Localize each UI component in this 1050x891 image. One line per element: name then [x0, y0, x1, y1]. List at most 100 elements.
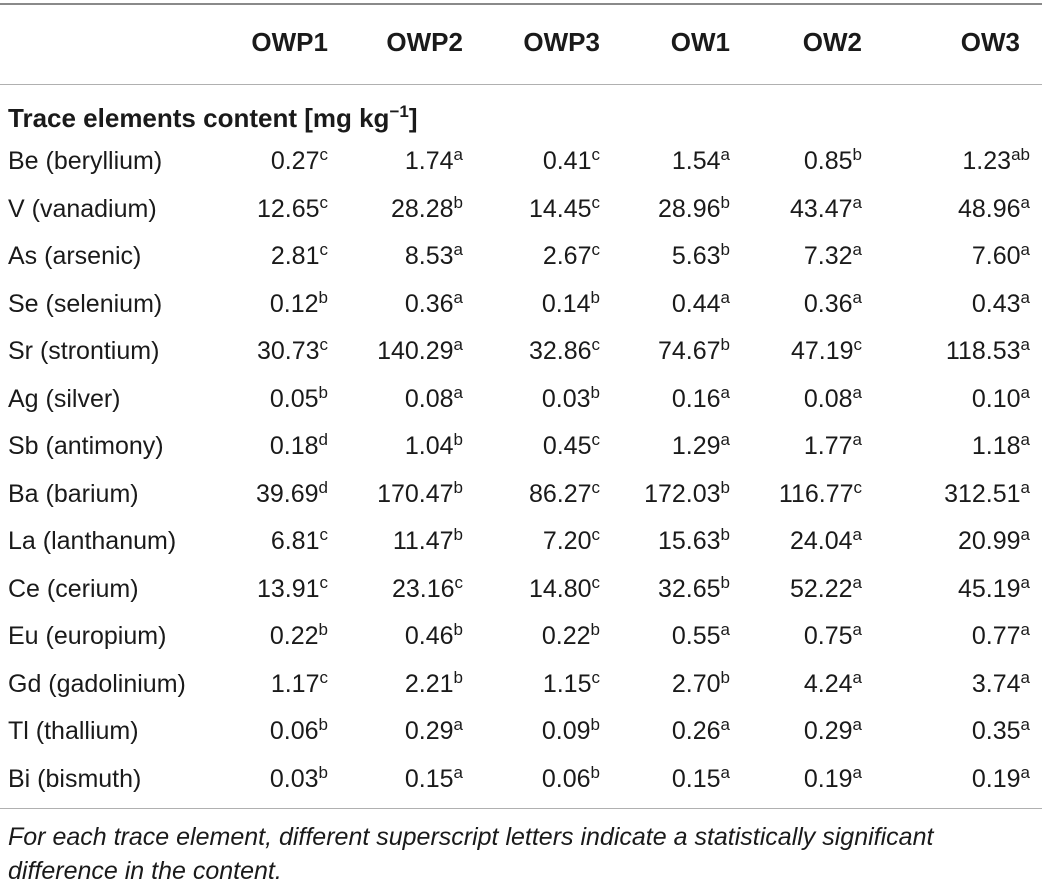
- value-cell: 3.74a: [872, 661, 1042, 709]
- value: 1.29: [671, 432, 721, 461]
- significance-letter: c: [853, 477, 863, 497]
- significance-letter: c: [591, 477, 601, 497]
- value: 0.35: [971, 717, 1021, 746]
- row-label: Ba (barium): [8, 479, 139, 508]
- row-label: Gd (gadolinium): [8, 669, 186, 698]
- significance-letter: a: [1020, 762, 1030, 782]
- top-rule: [0, 3, 1042, 5]
- value-cell: 0.09b: [473, 708, 610, 756]
- value-cell: 1.04b: [338, 423, 473, 471]
- value-cell: 48.96a: [872, 186, 1042, 234]
- value: 1.23: [962, 147, 1012, 176]
- value: 86.27: [528, 479, 592, 508]
- significance-letter: b: [590, 715, 600, 735]
- value: 0.09: [541, 717, 591, 746]
- value-cell: 20.99a: [872, 518, 1042, 566]
- significance-letter: b: [453, 477, 463, 497]
- value: 11.47: [392, 527, 454, 556]
- significance-letter: a: [1020, 382, 1030, 402]
- value-cell: 2.81c: [212, 233, 338, 281]
- value: 7.32: [803, 242, 853, 271]
- significance-letter: b: [318, 287, 328, 307]
- value: 32.65: [657, 574, 721, 603]
- row-label: La (lanthanum): [8, 527, 177, 556]
- value: 0.77: [971, 622, 1021, 651]
- value: 0.03: [541, 384, 591, 413]
- header-row: OWP1 OWP2 OWP3 OW1 OW2 OW3: [0, 20, 1042, 64]
- significance-letter: c: [319, 192, 329, 212]
- value-cell: 0.19a: [740, 756, 872, 804]
- row-label: As (arsenic): [8, 242, 142, 271]
- value-cell: 0.16a: [610, 376, 740, 424]
- value: 0.55: [671, 622, 721, 651]
- value-cell: 0.22b: [212, 613, 338, 661]
- significance-letter: a: [720, 287, 730, 307]
- value: 23.16: [391, 574, 455, 603]
- value: 28.28: [390, 194, 454, 223]
- significance-letter: c: [319, 240, 329, 260]
- table-row: Sr (strontium) 30.73c 140.29a 32.86c 74.67b 4…: [0, 328, 1042, 376]
- significance-letter: b: [453, 192, 463, 212]
- value: 2.70: [671, 669, 721, 698]
- value-cell: 14.45c: [473, 186, 610, 234]
- significance-letter: b: [453, 430, 463, 450]
- trace-elements-table: OWP1 OWP2 OWP3 OW1 OW2 OW3 Trace element…: [0, 20, 1042, 803]
- value-cell: 0.45c: [473, 423, 610, 471]
- significance-letter: a: [1020, 620, 1030, 640]
- significance-letter: a: [852, 525, 862, 545]
- value-cell: 28.28b: [338, 186, 473, 234]
- significance-letter: b: [318, 715, 328, 735]
- value-cell: 14.80c: [473, 566, 610, 614]
- value-cell: 2.21b: [338, 661, 473, 709]
- row-label: Sr (strontium): [8, 337, 160, 366]
- value-cell: 0.15a: [338, 756, 473, 804]
- significance-letter: b: [590, 620, 600, 640]
- value: 312.51: [944, 479, 1021, 508]
- significance-letter: a: [1020, 192, 1030, 212]
- value: 2.21: [404, 669, 454, 698]
- value: 1.54: [671, 147, 721, 176]
- table-row: As (arsenic) 2.81c 8.53a 2.67c 5.63b 7.32a 7.6…: [0, 233, 1042, 281]
- value-cell: 1.23ab: [872, 138, 1042, 186]
- value-cell: 0.36a: [740, 281, 872, 329]
- significance-letter: ab: [1011, 145, 1030, 165]
- value-cell: 7.20c: [473, 518, 610, 566]
- value: 0.03: [269, 764, 319, 793]
- table-row: Sb (antimony) 0.18d 1.04b 0.45c 1.29a 1.77a 1.…: [0, 423, 1042, 471]
- value: 140.29: [377, 337, 454, 366]
- significance-letter: c: [591, 335, 601, 355]
- significance-letter: a: [720, 762, 730, 782]
- value: 0.45: [542, 432, 592, 461]
- significance-letter: a: [720, 382, 730, 402]
- value: 12.65: [256, 194, 320, 223]
- row-label: Se (selenium): [8, 289, 163, 318]
- value-cell: 0.19a: [872, 756, 1042, 804]
- significance-letter: c: [591, 667, 601, 687]
- value-cell: 32.65b: [610, 566, 740, 614]
- significance-letter: c: [591, 240, 601, 260]
- value: 28.96: [657, 194, 721, 223]
- value: 1.77: [803, 432, 853, 461]
- value-cell: 11.47b: [338, 518, 473, 566]
- value-cell: 0.35a: [872, 708, 1042, 756]
- significance-letter: c: [591, 525, 601, 545]
- significance-letter: a: [720, 430, 730, 450]
- column-header: OWP1: [251, 26, 328, 57]
- bottom-rule: [0, 808, 1042, 809]
- significance-letter: d: [318, 477, 328, 497]
- value: 0.41: [542, 147, 592, 176]
- row-label: Sb (antimony): [8, 432, 164, 461]
- significance-letter: c: [319, 525, 329, 545]
- value: 118.53: [945, 337, 1021, 366]
- value: 48.96: [957, 194, 1021, 223]
- value-cell: 0.41c: [473, 138, 610, 186]
- significance-letter: a: [1020, 525, 1030, 545]
- significance-letter: b: [720, 572, 730, 592]
- value: 2.67: [542, 242, 592, 271]
- table-row: Bi (bismuth) 0.03b 0.15a 0.06b 0.15a 0.19a 0.1…: [0, 756, 1042, 804]
- value: 39.69: [255, 479, 319, 508]
- value: 0.19: [803, 764, 853, 793]
- section-title: Trace elements content [mg kg−1]: [0, 64, 1042, 138]
- value: 24.04: [789, 527, 853, 556]
- significance-letter: b: [318, 382, 328, 402]
